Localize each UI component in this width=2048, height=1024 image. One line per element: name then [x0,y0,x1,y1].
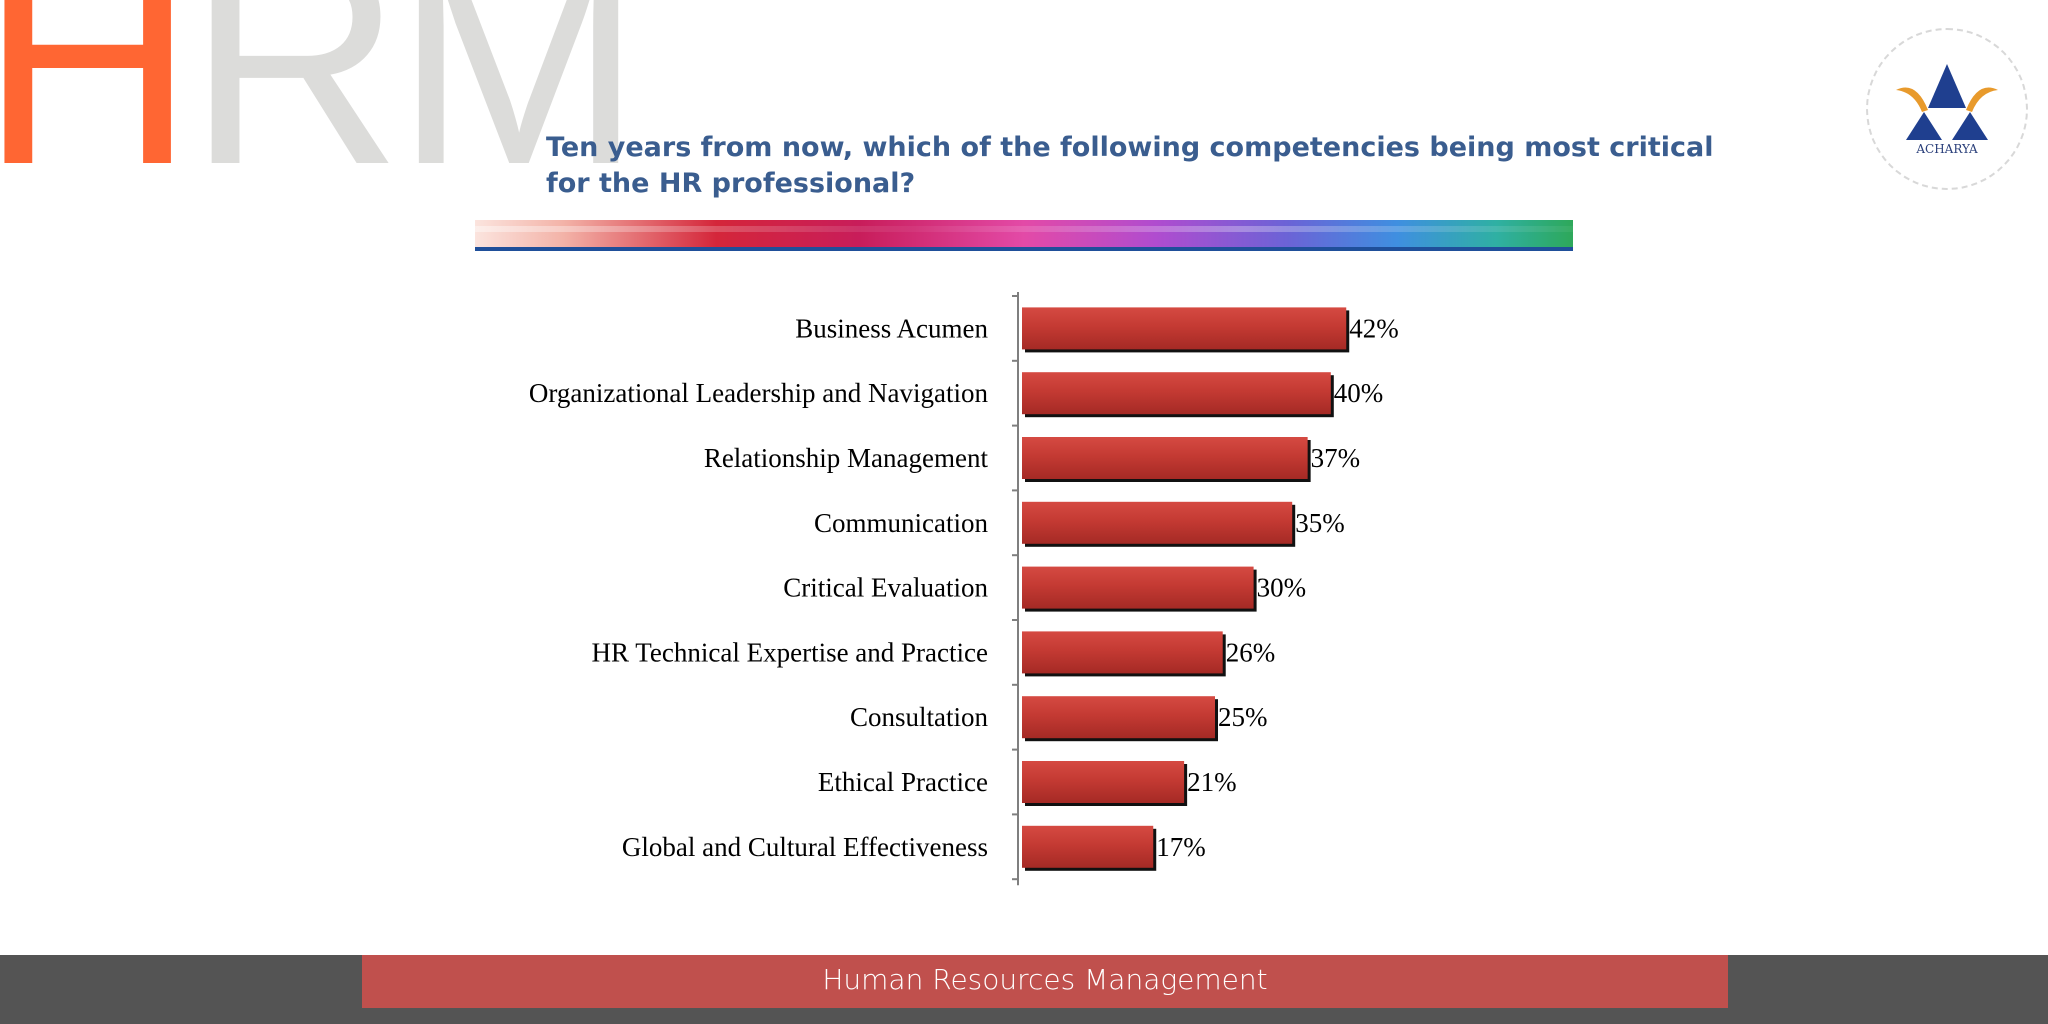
bar [1022,501,1293,544]
category-label: HR Technical Expertise and Practice [592,637,988,667]
value-label: 30% [1257,573,1307,603]
value-label: 26% [1226,637,1276,667]
hrm-logo: HRM [0,0,643,210]
competency-bar-chart: Business Acumen 42% Organizational Leaders… [529,292,1399,886]
category-label: Consultation [850,702,989,732]
slide-title: Ten years from now, which of the followi… [546,132,1714,199]
footer-text: Human Resources Management [822,963,1268,996]
bar [1022,631,1223,674]
bar [1022,437,1308,479]
value-label: 17% [1156,832,1206,862]
category-label: Global and Cultural Effectiveness [622,832,988,862]
badge-text: ACHARYA [1916,142,1978,156]
value-label: 37% [1311,443,1361,473]
value-label: 21% [1187,767,1237,797]
value-label: 42% [1349,313,1399,343]
bar [1022,696,1215,739]
acharya-badge: ACHARYA [1866,28,2028,190]
bar [1022,372,1331,415]
logo-letters-rm: RM [187,0,642,227]
footer-bar: Human Resources Management [362,955,1728,1008]
value-label: 40% [1334,378,1384,408]
category-label: Relationship Management [704,443,989,473]
bar [1022,825,1154,868]
category-label: Critical Evaluation [783,573,988,603]
decorative-ribbon [475,220,1573,251]
ribbon-shine [475,226,1573,232]
logo-letter-h: H [0,0,195,227]
bar [1022,566,1254,609]
category-label: Organizational Leadership and Navigation [529,378,989,408]
footer: Human Resources Management [0,955,2048,1024]
value-label: 25% [1218,702,1268,732]
value-label: 35% [1295,508,1345,538]
category-label: Ethical Practice [818,767,988,797]
acharya-emblem-icon [1896,64,1998,140]
category-label: Business Acumen [795,313,988,343]
bar [1022,761,1185,803]
category-label: Communication [814,508,988,538]
bar [1022,307,1347,350]
